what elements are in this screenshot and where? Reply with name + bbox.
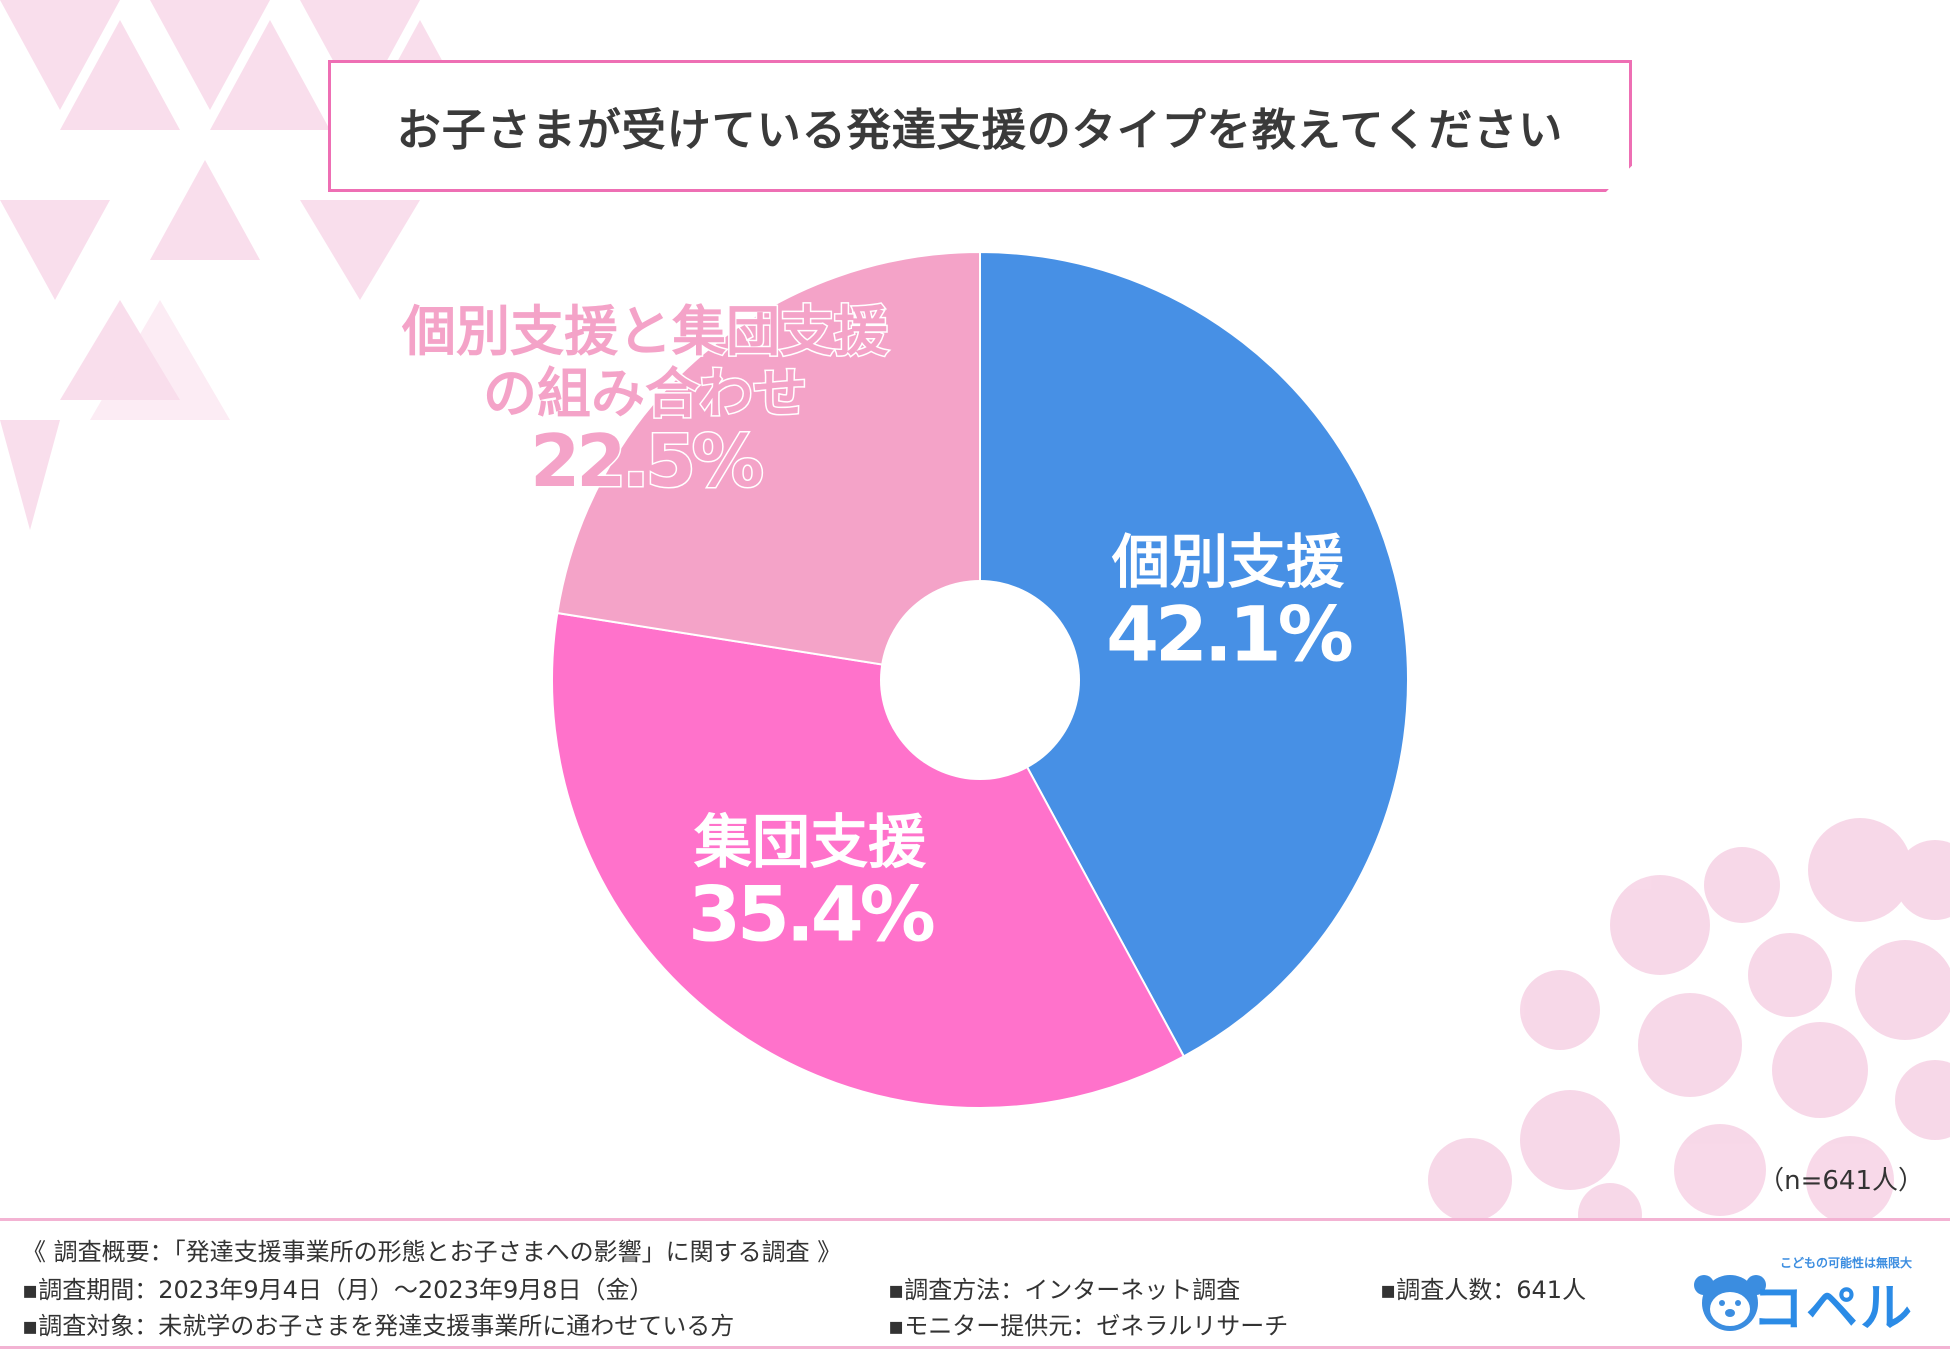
label-combined-value: 22.5% <box>530 419 762 503</box>
copel-logo <box>1694 1275 1766 1331</box>
survey-monitor: ▪モニター提供元：ゼネラルリサーチ <box>888 1312 1289 1340</box>
survey-count: ▪調査人数：641人 <box>1380 1276 1587 1304</box>
title-box: お子さまが受けている発達支援のタイプを教えてください <box>328 60 1632 192</box>
label-group-name-0: 集団支援 <box>693 808 927 876</box>
label-group-value: 35.4% <box>688 870 934 959</box>
survey-footer <box>0 1218 1950 1353</box>
footer-divider <box>0 1346 1950 1349</box>
survey-period: ▪調査期間：2023年9月4日（月）～2023年9月8日（金） <box>22 1276 654 1304</box>
sample-size-note: （n=641人） <box>1758 1166 1924 1196</box>
label-combined-name-0: 個別支援と集団支援 <box>401 300 889 363</box>
logo-name: コペル <box>1751 1279 1914 1339</box>
survey-target: ▪調査対象：未就学のお子さまを発達支援事業所に通わせている方 <box>22 1312 735 1340</box>
label-individual-name-0: 個別支援 <box>1111 528 1345 596</box>
label-individual-value: 42.1% <box>1106 590 1352 679</box>
slice-individual <box>979 250 1409 1058</box>
logo-tagline: こどもの可能性は無限大 <box>1779 1256 1912 1270</box>
label-combined-name-1: の組み合わせ <box>483 362 807 425</box>
donut-hole <box>880 580 1080 780</box>
survey-method: ▪調査方法：インターネット調査 <box>888 1276 1241 1304</box>
bear-icon <box>1694 1275 1766 1331</box>
chart-title: お子さまが受けている発達支援のタイプを教えてください <box>396 105 1564 156</box>
survey-summary: 《 調査概要：「発達支援事業所の形態とお子さまへの影響」に関する調査 》 <box>22 1238 842 1266</box>
slice-group <box>550 611 1186 1109</box>
slice-combined <box>556 250 981 682</box>
